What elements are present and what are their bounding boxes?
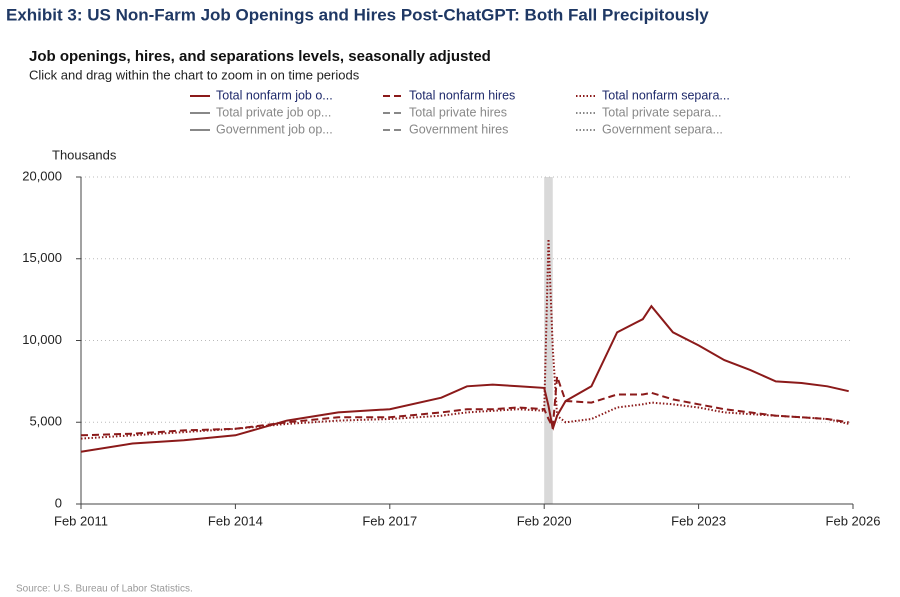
chart-subtitle: Click and drag within the chart to zoom … — [29, 67, 360, 82]
y-tick-label: 0 — [55, 495, 62, 510]
y-tick-label: 5,000 — [29, 414, 62, 429]
series-line — [80, 304, 849, 453]
recession-band — [544, 177, 553, 504]
x-tick-label: Feb 2020 — [517, 513, 572, 528]
series-line — [80, 376, 849, 437]
source: Source: U.S. Bureau of Labor Statistics. — [16, 584, 193, 595]
legend-label[interactable]: Total private hires — [409, 105, 507, 119]
exhibit-title: Exhibit 3: US Non-Farm Job Openings and … — [6, 5, 709, 24]
y-axis-label: Thousands — [52, 147, 117, 162]
chart-title: Job openings, hires, and separations lev… — [29, 48, 491, 65]
x-tick-label: Feb 2014 — [208, 513, 263, 528]
x-tick-label: Feb 2023 — [671, 513, 726, 528]
legend-label[interactable]: Government hires — [409, 122, 508, 136]
legend-label[interactable]: Total nonfarm hires — [409, 88, 515, 102]
legend-label[interactable]: Total nonfarm job o... — [216, 88, 333, 102]
legend-label[interactable]: Total nonfarm separa... — [602, 88, 730, 102]
y-tick-label: 10,000 — [22, 332, 62, 347]
legend-label[interactable]: Government separa... — [602, 122, 723, 136]
x-tick-label: Feb 2011 — [54, 513, 108, 528]
x-tick-label: Feb 2026 — [826, 513, 881, 528]
legend-label[interactable]: Total private separa... — [602, 105, 722, 119]
x-tick-label: Feb 2017 — [362, 513, 417, 528]
legend-label[interactable]: Total private job op... — [216, 105, 331, 119]
legend-label[interactable]: Government job op... — [216, 122, 333, 136]
y-tick-label: 15,000 — [22, 250, 62, 265]
series-line — [80, 239, 849, 440]
y-tick-label: 20,000 — [22, 168, 62, 183]
